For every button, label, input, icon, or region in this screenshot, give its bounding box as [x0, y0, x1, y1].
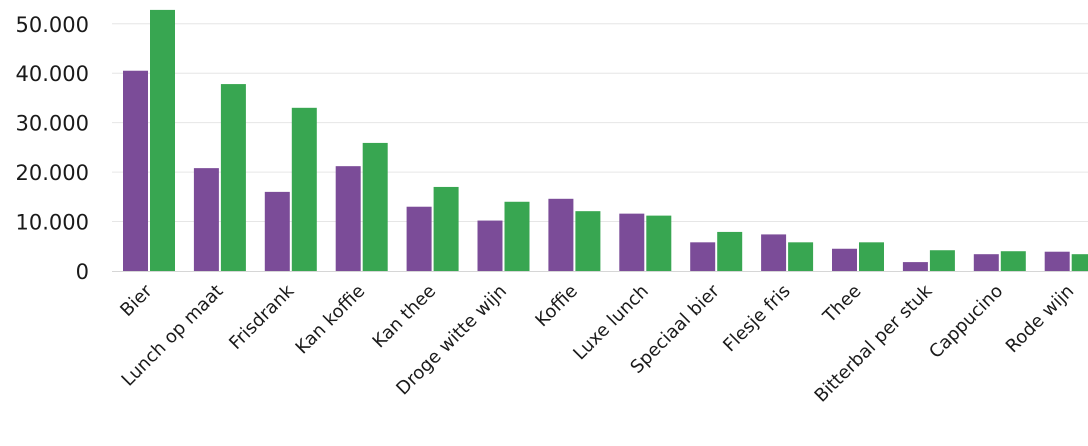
- x-tick-label: Bitterbal per stuk: [811, 280, 937, 406]
- x-tick-label: Thee: [818, 281, 865, 328]
- bar-series1-kan-koffie: [335, 166, 361, 271]
- bar-series1-lunch-op-maat: [193, 168, 219, 271]
- gridlines: [112, 23, 1088, 272]
- bar-series1-luxe-lunch: [619, 213, 645, 271]
- x-tick-label: Flesje fris: [719, 281, 794, 356]
- bar-series1-speciaal-bier: [690, 242, 716, 271]
- y-tick-label: 20.000: [16, 161, 89, 185]
- bar-series1-droge-witte-wijn: [477, 220, 503, 271]
- y-tick-label: 50.000: [16, 13, 89, 37]
- x-tick-label: Rode wijn: [1002, 281, 1078, 357]
- bar-series2-thee: [859, 242, 884, 271]
- bar-series1-flesje-fris: [761, 234, 787, 271]
- x-tick-label: Cappucino: [925, 281, 1007, 363]
- bar-series1-cappucino: [973, 254, 999, 271]
- bar-series2-kan-thee: [433, 186, 459, 271]
- y-tick-label: 30.000: [16, 112, 89, 136]
- x-tick-label: Kan koffie: [292, 281, 370, 359]
- y-tick-label: 0: [76, 260, 89, 284]
- bar-series2-speciaal-bier: [717, 231, 743, 271]
- bar-series1-rode-wijn: [1044, 251, 1070, 271]
- bars: [123, 9, 1088, 272]
- bar-series2-bitterbal-per-stuk: [929, 250, 955, 271]
- bar-series2-bier: [150, 9, 175, 272]
- bar-series2-luxe-lunch: [646, 215, 672, 271]
- bar-series1-bier: [123, 70, 148, 271]
- bar-series1-koffie: [548, 198, 574, 271]
- bar-series2-flesje-fris: [788, 242, 814, 271]
- y-tick-label: 10.000: [16, 211, 89, 235]
- x-tick-label: Frisdrank: [225, 280, 299, 354]
- x-tick-label: Bier: [116, 280, 157, 321]
- bar-series2-frisdrank: [291, 107, 317, 271]
- bar-series2-rode-wijn: [1071, 254, 1088, 271]
- bar-series1-bitterbal-per-stuk: [902, 262, 928, 271]
- y-tick-label: 40.000: [16, 62, 89, 86]
- bar-series1-kan-thee: [406, 206, 432, 271]
- bar-series1-frisdrank: [264, 191, 290, 271]
- bar-series2-cappucino: [1000, 251, 1026, 271]
- bar-series2-kan-koffie: [362, 142, 388, 271]
- bar-series2-koffie: [575, 211, 601, 271]
- bar-series1-thee: [832, 248, 857, 271]
- bar-series2-droge-witte-wijn: [504, 201, 530, 271]
- x-tick-label: Kan thee: [369, 281, 441, 353]
- bar-series2-lunch-op-maat: [220, 84, 246, 271]
- x-tick-label: Koffie: [531, 281, 581, 331]
- y-axis: 0 10.000 20.000 30.000 40.000 50.000: [16, 13, 89, 284]
